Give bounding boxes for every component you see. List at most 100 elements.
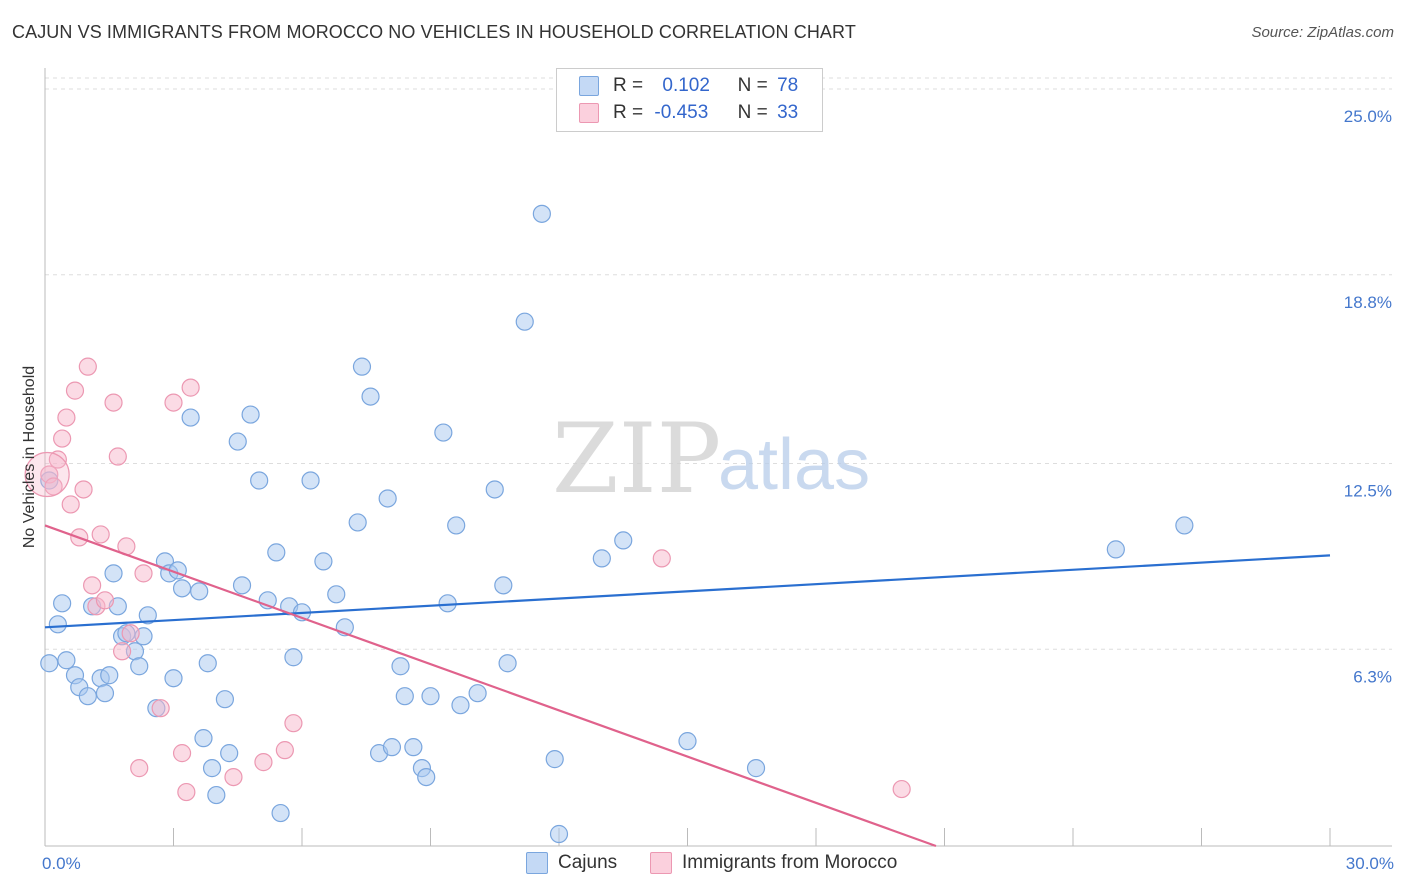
data-point-morocco <box>48 450 67 469</box>
data-point-cajun <box>267 543 286 562</box>
data-point-cajun <box>301 471 320 490</box>
data-point-morocco <box>151 699 170 718</box>
data-point-cajun <box>395 687 414 706</box>
data-point-cajun <box>378 489 397 508</box>
data-point-morocco <box>83 576 102 595</box>
watermark: ZIP atlas <box>552 403 870 515</box>
series-morocco <box>24 357 911 802</box>
data-point-cajun <box>53 594 72 613</box>
data-point-morocco <box>181 378 200 397</box>
data-point-morocco <box>65 381 85 400</box>
legend-r-label: R = <box>613 75 644 96</box>
data-point-cajun <box>194 729 213 748</box>
legend-swatch-morocco <box>579 102 599 123</box>
data-point-morocco <box>112 642 132 661</box>
data-point-cajun <box>40 654 59 673</box>
data-point-cajun <box>494 576 513 595</box>
trend-line-cajuns <box>44 554 1331 629</box>
bottom-legend-morocco: Immigrants from Morocco <box>650 852 897 874</box>
data-point-cajun <box>250 471 269 490</box>
y-tick-label: 18.8% <box>1344 293 1392 312</box>
data-point-cajun <box>284 648 303 667</box>
data-point-cajun <box>438 594 457 613</box>
data-point-morocco <box>164 393 183 412</box>
data-point-cajun <box>327 585 346 604</box>
data-point-morocco <box>95 591 115 610</box>
data-point-cajun <box>348 513 367 532</box>
data-point-morocco <box>91 525 110 544</box>
data-point-cajun <box>130 657 149 676</box>
axes <box>44 68 1392 847</box>
data-point-cajun <box>138 606 157 625</box>
data-point-cajun <box>48 615 67 634</box>
data-point-morocco <box>224 767 243 787</box>
data-point-morocco <box>177 782 196 802</box>
data-point-cajun <box>391 657 410 676</box>
data-point-morocco <box>74 480 93 499</box>
data-point-morocco <box>130 759 149 778</box>
chart-title: CAJUN VS IMMIGRANTS FROM MOROCCO NO VEHI… <box>12 22 856 42</box>
legend-row-morocco: R = -0.453 N = 33 <box>579 102 798 130</box>
data-point-morocco <box>78 357 97 376</box>
data-point-morocco <box>24 451 70 498</box>
data-point-morocco <box>108 447 127 466</box>
data-point-morocco <box>57 408 76 427</box>
y-tick-label: 6.3% <box>1353 667 1392 686</box>
y-tick-labels: 6.3% 12.5% 18.8% 25.0% <box>1344 107 1392 686</box>
y-tick-label: 25.0% <box>1344 107 1392 126</box>
watermark-zip: ZIP <box>552 403 721 515</box>
data-point-cajun <box>451 696 470 715</box>
data-point-cajun <box>382 738 402 757</box>
data-point-cajun <box>271 803 290 823</box>
data-point-cajun <box>361 387 380 406</box>
data-point-cajun <box>352 357 372 376</box>
data-point-cajun <box>404 738 423 757</box>
data-point-cajun <box>207 785 226 805</box>
x-tick-labels: 0.0% 30.0% <box>42 854 1394 873</box>
data-point-cajun <box>468 684 487 703</box>
data-point-cajun <box>434 423 453 442</box>
x-tick-label: 0.0% <box>42 854 81 873</box>
data-point-cajun <box>545 750 564 769</box>
data-point-morocco <box>284 714 303 733</box>
data-point-cajun <box>678 732 697 751</box>
data-point-cajun <box>417 767 436 787</box>
legend-n-label: N = <box>737 102 768 123</box>
legend-row-cajuns: R = 0.102 N = 78 <box>579 75 798 103</box>
data-point-cajun <box>164 669 183 688</box>
data-point-cajun <box>220 744 239 763</box>
data-point-cajun <box>100 666 119 685</box>
data-point-morocco <box>254 753 273 772</box>
legend-swatch-cajuns <box>579 75 599 96</box>
data-point-cajun <box>104 564 123 583</box>
data-point-cajun <box>498 654 517 673</box>
data-point-cajun <box>57 651 76 670</box>
data-point-morocco <box>652 549 671 568</box>
y-tick-label: 12.5% <box>1344 482 1392 501</box>
data-point-cajun <box>549 824 569 844</box>
data-point-cajun <box>78 687 97 706</box>
source-label: Source: ZipAtlas.com <box>1251 24 1394 41</box>
data-point-morocco <box>121 624 140 643</box>
series-cajuns <box>40 204 1194 844</box>
data-point-cajun <box>1106 540 1125 559</box>
legend-r-value: -0.453 <box>654 102 709 123</box>
data-point-morocco <box>53 429 72 448</box>
y-axis-label: No Vehicles in Household <box>21 366 38 548</box>
bottom-legend: Cajuns Immigrants from Morocco <box>0 852 1406 878</box>
data-point-morocco <box>134 564 153 583</box>
legend-n-label: N = <box>737 75 768 96</box>
data-point-cajun <box>228 432 247 451</box>
data-point-cajun <box>181 408 200 427</box>
data-point-cajun <box>232 576 252 595</box>
data-point-morocco <box>172 744 192 763</box>
data-point-cajun <box>198 654 217 673</box>
data-point-morocco <box>61 495 80 514</box>
data-point-cajun <box>314 552 333 571</box>
bottom-legend-cajuns: Cajuns <box>526 852 617 874</box>
data-point-cajun <box>202 759 222 778</box>
data-point-cajun <box>592 549 611 568</box>
data-point-cajun <box>746 759 766 778</box>
legend-r-label: R = <box>613 102 644 123</box>
